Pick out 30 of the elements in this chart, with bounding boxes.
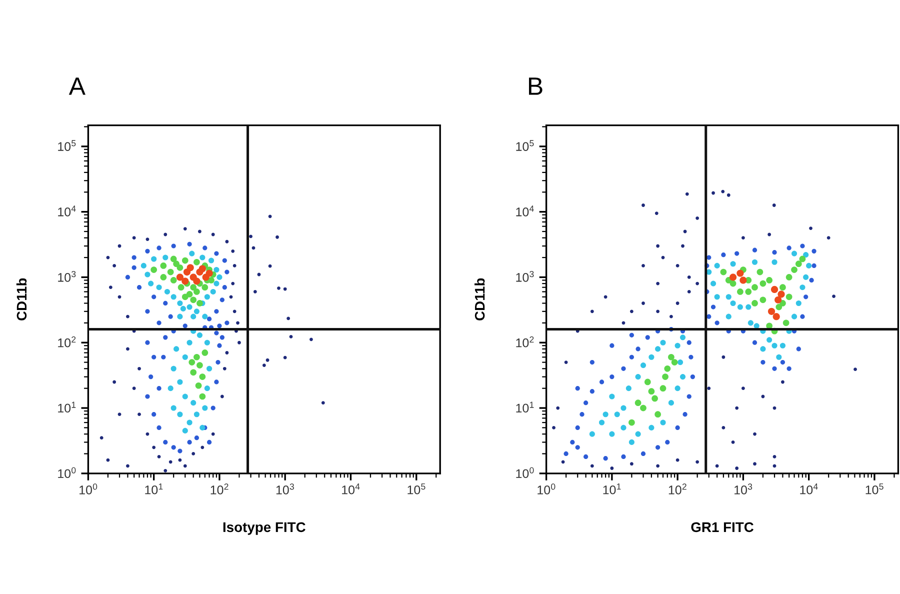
y-tick-label: 10$^{1}$ [516, 402, 534, 413]
y-tick-label: 10$^{0}$ [58, 467, 76, 478]
x-tick-label: 10$^{2}$ [210, 484, 228, 494]
y-tick-label: 10$^{0}$ [516, 467, 534, 478]
x-tick-label: 10$^{3}$ [276, 484, 294, 494]
y-axis-title: CD11b [474, 278, 485, 320]
x-tick-label: 10$^{0}$ [80, 484, 98, 494]
y-axis-title: CD11b [16, 278, 27, 320]
x-tick-label: 10$^{0}$ [538, 484, 556, 494]
y-tick-label: 10$^{3}$ [58, 270, 76, 282]
y-tick-label: 10$^{4}$ [516, 206, 534, 216]
y-tick-label: 10$^{2}$ [58, 336, 76, 348]
y-tick-label: 10$^{5}$ [516, 140, 534, 151]
x-tick-label: 10$^{5}$ [866, 484, 884, 494]
y-tick-label: 10$^{5}$ [58, 140, 76, 151]
y-tick-label: 10$^{1}$ [58, 402, 76, 413]
x-tick-label: 10$^{5}$ [408, 484, 426, 494]
x-axis-title: GR1 FITC [691, 522, 754, 532]
x-axis-title: Isotype FITC [223, 522, 306, 535]
x-tick-label: 10$^{3}$ [734, 484, 752, 494]
y-tick-label: 10$^{4}$ [58, 206, 76, 216]
y-tick-label: 10$^{2}$ [516, 336, 534, 348]
x-tick-label: 10$^{1}$ [145, 484, 163, 494]
x-tick-label: 10$^{4}$ [800, 484, 818, 494]
x-tick-label: 10$^{2}$ [668, 484, 686, 494]
x-tick-label: 10$^{4}$ [342, 484, 360, 494]
x-tick-label: 10$^{1}$ [603, 484, 621, 494]
y-tick-label: 10$^{3}$ [516, 270, 534, 282]
chart-title: A [68, 78, 86, 95]
chart-title: B [528, 78, 542, 95]
